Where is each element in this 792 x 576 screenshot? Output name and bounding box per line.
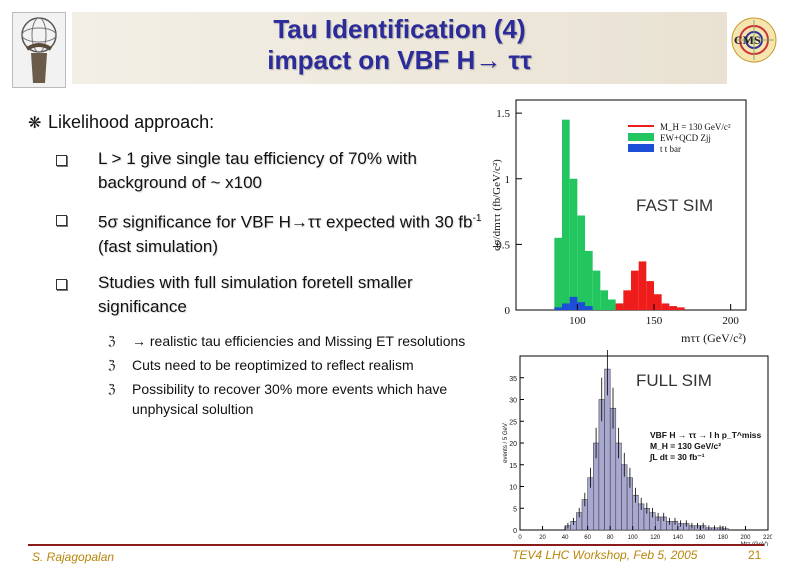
cms-logo: CMS xyxy=(724,14,780,72)
histogram-bar xyxy=(669,306,677,310)
x-axis-label: mττ (GeV/c²) xyxy=(681,331,746,345)
square-bullet-icon xyxy=(56,215,67,226)
page-number: 21 xyxy=(748,548,762,562)
plot-annotation: VBF H → ττ → l h p_T^miss xyxy=(650,430,762,440)
histogram-bar xyxy=(638,261,647,310)
full-sim-label: FULL SIM xyxy=(636,371,712,390)
legend-label: EW+QCD Zjj xyxy=(660,133,711,143)
footer-event: TEV4 LHC Workshop, Feb 5, 2005 xyxy=(512,548,698,562)
histogram-bar xyxy=(554,307,562,310)
y-tick-label: 0.5 xyxy=(496,239,510,251)
x-tick-label: 40 xyxy=(562,535,569,541)
bullet-text: Studies with full simulation foretell sm… xyxy=(98,272,413,316)
y-axis-label: dσ/dmττ (fb/GeV/c²) xyxy=(491,159,503,251)
fast-sim-histogram: 100 150 200 0 0.5 1 1.5 mττ (GeV/c²) dσ/dmττ (fb… xyxy=(491,99,747,345)
histogram-bar xyxy=(562,119,570,310)
y-tick-label: 1 xyxy=(505,174,511,186)
y-axis-label: events / 5 GeV xyxy=(503,423,509,463)
y-tick-label: 25 xyxy=(509,419,517,426)
histogram-bar xyxy=(646,281,654,310)
histogram-bar xyxy=(654,294,662,310)
bullet-item: 5σ significance for VBF H→ττ expected wi… xyxy=(56,207,488,259)
plot-annotation: ∫L dt = 30 fb⁻¹ xyxy=(649,452,705,462)
histogram-bar xyxy=(569,296,578,310)
legend-swatch xyxy=(628,133,654,141)
x-tick-label: 150 xyxy=(646,315,663,327)
x-tick-label: 80 xyxy=(607,535,614,541)
z-bullet-icon: ℨ xyxy=(108,357,116,372)
x-tick-label: 0 xyxy=(518,535,522,541)
histogram-bar xyxy=(577,302,585,310)
y-tick-label: 30 xyxy=(509,398,517,405)
histogram-bar xyxy=(608,299,616,310)
x-tick-label: 200 xyxy=(740,535,751,541)
x-tick-label: 60 xyxy=(584,535,591,541)
histogram-bar xyxy=(592,270,601,310)
bullet-list: ❋ Likelihood approach: L > 1 give single… xyxy=(28,112,488,423)
title-band xyxy=(72,12,727,84)
footer-author: S. Rajagopalan xyxy=(32,550,115,564)
x-tick-label: 20 xyxy=(539,535,546,541)
histogram-bar xyxy=(661,303,670,310)
legend-label: t t bar xyxy=(660,144,681,154)
legend-label: M_H = 130 GeV/c² xyxy=(660,122,731,132)
histogram-bar xyxy=(623,290,631,310)
y-tick-label: 1.5 xyxy=(496,108,510,120)
bullet-item: L > 1 give single tau efficiency of 70% … xyxy=(56,147,488,195)
bullet-text: L > 1 give single tau efficiency of 70% … xyxy=(98,149,417,192)
title-line-1: Tau Identification (4) xyxy=(273,14,526,44)
x-tick-label: 220 xyxy=(763,535,772,541)
bullet-text: 5σ significance for VBF H→ττ expected wi… xyxy=(98,212,482,256)
gear-bullet-icon: ❋ xyxy=(28,114,42,132)
fast-sim-label: FAST SIM xyxy=(636,196,714,215)
histogram-bar xyxy=(600,290,608,310)
histogram-bar xyxy=(585,306,593,310)
y-tick-label: 15 xyxy=(509,463,517,470)
z-bullet-icon: ℨ xyxy=(108,333,116,348)
x-tick-label: 140 xyxy=(673,535,684,541)
histogram-bar xyxy=(585,250,593,310)
sub-bullet-item: ℨ → realistic tau efficiencies and Missi… xyxy=(108,331,488,351)
footer-divider xyxy=(28,544,764,546)
plot-annotation: M_H = 130 GeV/c² xyxy=(650,441,721,451)
sub-bullet-text: Possibility to recover 30% more events w… xyxy=(132,380,448,417)
atlas-logo xyxy=(12,12,66,88)
y-tick-label: 35 xyxy=(509,376,517,383)
x-tick-label: 100 xyxy=(569,315,586,327)
square-bullet-icon xyxy=(56,278,67,290)
histogram-bar xyxy=(631,270,639,310)
full-sim-histogram: 0 20 40 60 80 100 120 140 160 180 200 220 0 5 10 15 20 25… xyxy=(503,350,772,546)
x-tick-label: 200 xyxy=(722,315,739,327)
y-tick-label: 20 xyxy=(509,441,517,448)
heading-text: Likelihood approach: xyxy=(48,112,215,132)
title-line-2: impact on VBF H→ ττ xyxy=(267,45,532,75)
svg-text:CMS: CMS xyxy=(734,33,761,47)
x-tick-label: 120 xyxy=(650,535,661,541)
z-bullet-icon: ℨ xyxy=(108,381,116,396)
heading-bullet: ❋ Likelihood approach: xyxy=(28,112,488,133)
x-tick-label: 100 xyxy=(628,535,639,541)
square-bullet-icon xyxy=(56,155,67,166)
y-tick-label: 5 xyxy=(513,506,517,513)
histogram-bar xyxy=(577,215,585,310)
histogram-bar xyxy=(562,303,570,310)
sub-bullet-text: → realistic tau efficiencies and Missing… xyxy=(132,332,466,349)
histogram-bar xyxy=(615,303,624,310)
sub-bullet-text: Cuts need to be reoptimized to reflect r… xyxy=(132,356,414,373)
histogram-bar xyxy=(569,178,578,310)
bullet-item: Studies with full simulation foretell sm… xyxy=(56,271,488,319)
legend-swatch xyxy=(628,144,654,152)
x-tick-label: 160 xyxy=(695,535,706,541)
y-tick-label: 0 xyxy=(513,528,517,535)
sub-bullet-item: ℨ Possibility to recover 30% more events… xyxy=(108,379,488,419)
slide-title: Tau Identification (4) impact on VBF H→ … xyxy=(72,14,727,76)
histogram-bar xyxy=(554,237,562,310)
x-tick-label: 180 xyxy=(718,535,729,541)
plot-frame xyxy=(519,355,769,531)
y-tick-label: 10 xyxy=(509,485,517,492)
y-tick-label: 0 xyxy=(505,305,511,317)
histogram-bar xyxy=(677,307,685,310)
sub-bullet-item: ℨ Cuts need to be reoptimized to reflect… xyxy=(108,355,488,375)
